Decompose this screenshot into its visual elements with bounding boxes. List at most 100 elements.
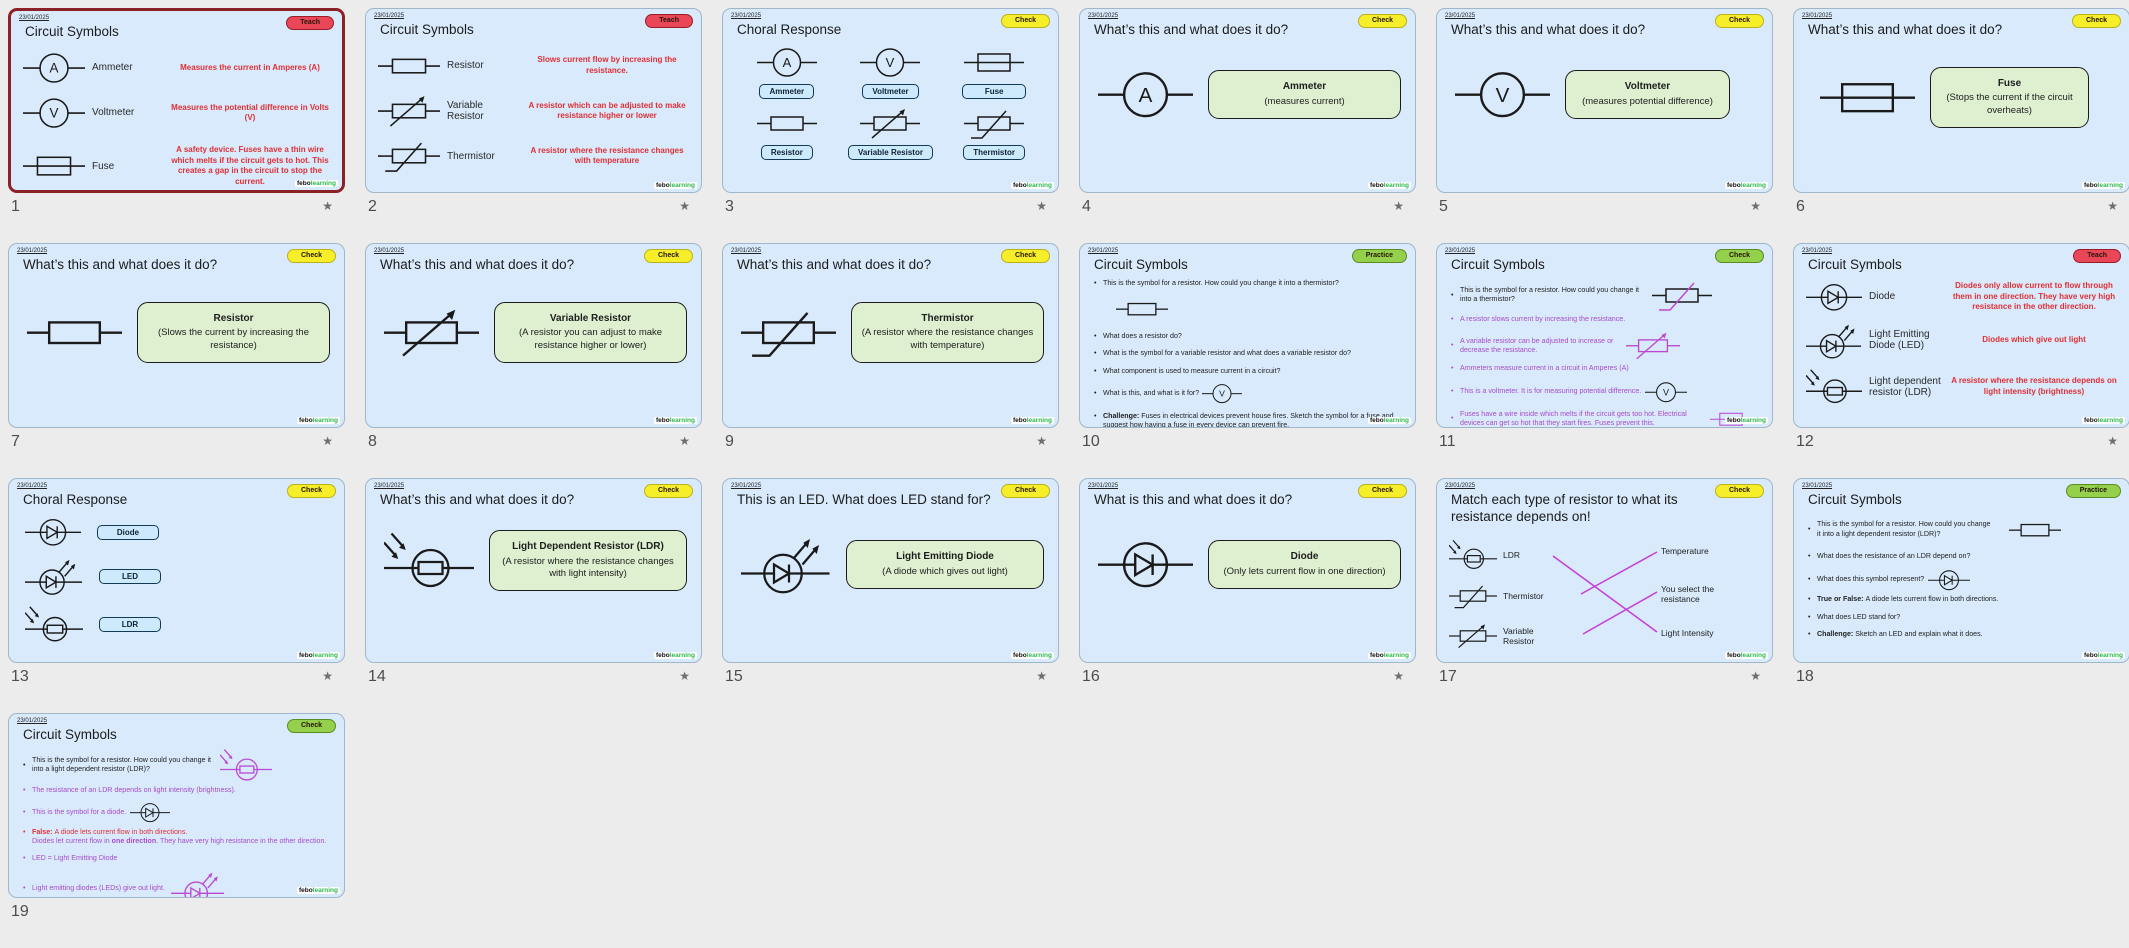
star-icon[interactable]: ★: [1036, 199, 1047, 213]
slide-title: Circuit Symbols: [1808, 492, 1902, 507]
badge-check: Check: [1714, 484, 1764, 498]
star-icon[interactable]: ★: [1036, 434, 1047, 448]
slide-15-thumbnail[interactable]: 23/01/2025 Check This is an LED. What do…: [722, 478, 1059, 663]
symbol-description: Measures the potential difference in Vol…: [171, 102, 329, 123]
symbol-rows: Resistor Slows current flow by increasin…: [378, 48, 693, 174]
slide-7-thumbnail[interactable]: 23/01/2025 Check What’s this and what do…: [8, 243, 345, 428]
slide-date: 23/01/2025: [731, 13, 762, 19]
answer-subtitle: (A resistor where the resistance changes…: [502, 555, 674, 579]
symbol-label-chip: Diode: [97, 524, 159, 540]
challenge-label: Challenge:: [1817, 630, 1856, 639]
slide-title: Choral Response: [737, 22, 842, 37]
badge-check: Check: [1000, 249, 1050, 263]
match-left-label: Variable Resistor: [1503, 625, 1535, 646]
choral-item: Resistor: [735, 106, 839, 160]
bullet-item: This is the symbol for a resistor. How c…: [1447, 278, 1762, 313]
badge-teach: Teach: [2073, 249, 2121, 263]
bullet-item-challenge: Challenge: Fuses in electrical devices p…: [1090, 412, 1405, 427]
slide-1-thumbnail[interactable]: 23/01/2025 Teach Circuit Symbols Ammeter…: [8, 8, 345, 193]
slide-number: 12: [1796, 433, 1814, 450]
slide-8-thumbnail[interactable]: 23/01/2025 Check What’s this and what do…: [365, 243, 702, 428]
bullet-item-answer: A variable resistor can be adjusted to i…: [1447, 330, 1762, 362]
febolearning-logo: febolearning: [2081, 417, 2125, 424]
slide-12-thumbnail[interactable]: 23/01/2025 Teach Circuit Symbols Diode D…: [1793, 243, 2129, 428]
bullet-item: This is the symbol for a resistor. How c…: [1804, 515, 2119, 545]
voltmeter-symbol: [860, 48, 921, 77]
ammeter-symbol: [1098, 72, 1193, 118]
slide-13-thumbnail[interactable]: 23/01/2025 Check Choral Response Diode L…: [8, 478, 345, 663]
slide-12-cell: 23/01/2025 Teach Circuit Symbols Diode D…: [1793, 243, 2129, 478]
slide-number: 10: [1082, 433, 1100, 450]
slide-19-thumbnail[interactable]: 23/01/2025 Check Circuit Symbols This is…: [8, 713, 345, 898]
star-icon[interactable]: ★: [322, 434, 333, 448]
choral-item: Variable Resistor: [839, 106, 943, 160]
symbol-name: Ammeter: [92, 62, 133, 74]
ammeter-symbol: [23, 53, 85, 83]
slide-title: What’s this and what does it do?: [23, 257, 218, 272]
slide-title: What’s this and what does it do?: [1808, 22, 2003, 37]
answer-subtitle: (A resistor where the resistance changes…: [861, 327, 1034, 351]
slide-17-thumbnail[interactable]: 23/01/2025 Check Match each type of resi…: [1436, 478, 1773, 663]
star-icon[interactable]: ★: [1393, 669, 1404, 683]
slide-3-cell: 23/01/2025 Check Choral Response Ammeter…: [722, 8, 1059, 243]
star-icon[interactable]: ★: [322, 199, 333, 213]
febolearning-logo: febolearning: [1367, 182, 1411, 189]
question-answer: Thermistor (A resistor where the resista…: [741, 301, 1044, 364]
slide-18-thumbnail[interactable]: 23/01/2025 Practice Circuit Symbols This…: [1793, 478, 2129, 663]
ammeter-symbol: [756, 48, 817, 77]
diode-symbol: [25, 518, 81, 546]
symbol-rows: Ammeter Measures the current in Amperes …: [23, 50, 334, 188]
slide-9-thumbnail[interactable]: 23/01/2025 Check What’s this and what do…: [722, 243, 1059, 428]
febolearning-logo: febolearning: [1010, 417, 1054, 424]
star-icon[interactable]: ★: [1750, 199, 1761, 213]
slide-6-thumbnail[interactable]: 23/01/2025 Check What’s this and what do…: [1793, 8, 2129, 193]
led-symbol: [741, 537, 831, 594]
resistor-symbol: [27, 305, 122, 360]
slide-5-cell: 23/01/2025 Check What’s this and what do…: [1436, 8, 1773, 243]
match-left-item: LDR: [1449, 538, 1520, 572]
symbol-label-chip: LED: [99, 568, 161, 584]
star-icon[interactable]: ★: [679, 199, 690, 213]
star-icon[interactable]: ★: [1750, 669, 1761, 683]
slide-title: Circuit Symbols: [380, 22, 474, 37]
star-icon[interactable]: ★: [2107, 434, 2118, 448]
symbol-row: Diode Diodes only allow current to flow …: [1806, 281, 2121, 314]
symbol-row: Voltmeter Measures the potential differe…: [23, 95, 334, 131]
febolearning-logo: febolearning: [1010, 182, 1054, 189]
choral-column: Diode LED LDR: [9, 516, 344, 645]
star-icon[interactable]: ★: [322, 669, 333, 683]
star-icon[interactable]: ★: [1036, 669, 1047, 683]
diode-symbol: [1098, 542, 1193, 588]
symbol-row: Ammeter Measures the current in Amperes …: [23, 50, 334, 86]
star-icon[interactable]: ★: [679, 434, 690, 448]
false-text: A diode lets current flow in both direct…: [54, 827, 188, 836]
bullet-item-true-false: True or False: A diode lets current flow…: [1804, 595, 2119, 605]
slide-date: 23/01/2025: [17, 718, 48, 724]
slide-3-thumbnail[interactable]: 23/01/2025 Check Choral Response Ammeter…: [722, 8, 1059, 193]
slide-2-thumbnail[interactable]: 23/01/2025 Teach Circuit Symbols Resisto…: [365, 8, 702, 193]
star-icon[interactable]: ★: [2107, 199, 2118, 213]
slide-16-thumbnail[interactable]: 23/01/2025 Check What is this and what d…: [1079, 478, 1416, 663]
febolearning-logo: febolearning: [294, 180, 338, 187]
slide-title: Circuit Symbols: [25, 24, 119, 39]
slide-number: 16: [1082, 668, 1100, 685]
badge-check: Check: [1714, 14, 1764, 28]
true-false-text: A diode lets current flow in both direct…: [1865, 595, 1999, 604]
slide-5-thumbnail[interactable]: 23/01/2025 Check What’s this and what do…: [1436, 8, 1773, 193]
star-icon[interactable]: ★: [679, 669, 690, 683]
slide-14-thumbnail[interactable]: 23/01/2025 Check What’s this and what do…: [365, 478, 702, 663]
question-answer: Variable Resistor (A resistor you can ad…: [384, 301, 687, 364]
slide-16-cell: 23/01/2025 Check What is this and what d…: [1079, 478, 1416, 713]
badge-check: Check: [1357, 14, 1407, 28]
slide-number: 7: [11, 433, 20, 450]
slide-4-thumbnail[interactable]: 23/01/2025 Check What’s this and what do…: [1079, 8, 1416, 193]
slide-10-thumbnail[interactable]: 23/01/2025 Practice Circuit Symbols This…: [1079, 243, 1416, 428]
badge-check: Check: [643, 484, 693, 498]
slide-11-thumbnail[interactable]: 23/01/2025 Check Circuit Symbols This is…: [1436, 243, 1773, 428]
badge-check: Check: [286, 484, 336, 498]
star-icon[interactable]: ★: [1393, 199, 1404, 213]
answer-subtitle: (Only lets current flow in one direction…: [1223, 565, 1386, 577]
slide-number: 18: [1796, 668, 1814, 685]
answer-title: Thermistor: [921, 312, 974, 324]
badge-check: Check: [1000, 14, 1050, 28]
